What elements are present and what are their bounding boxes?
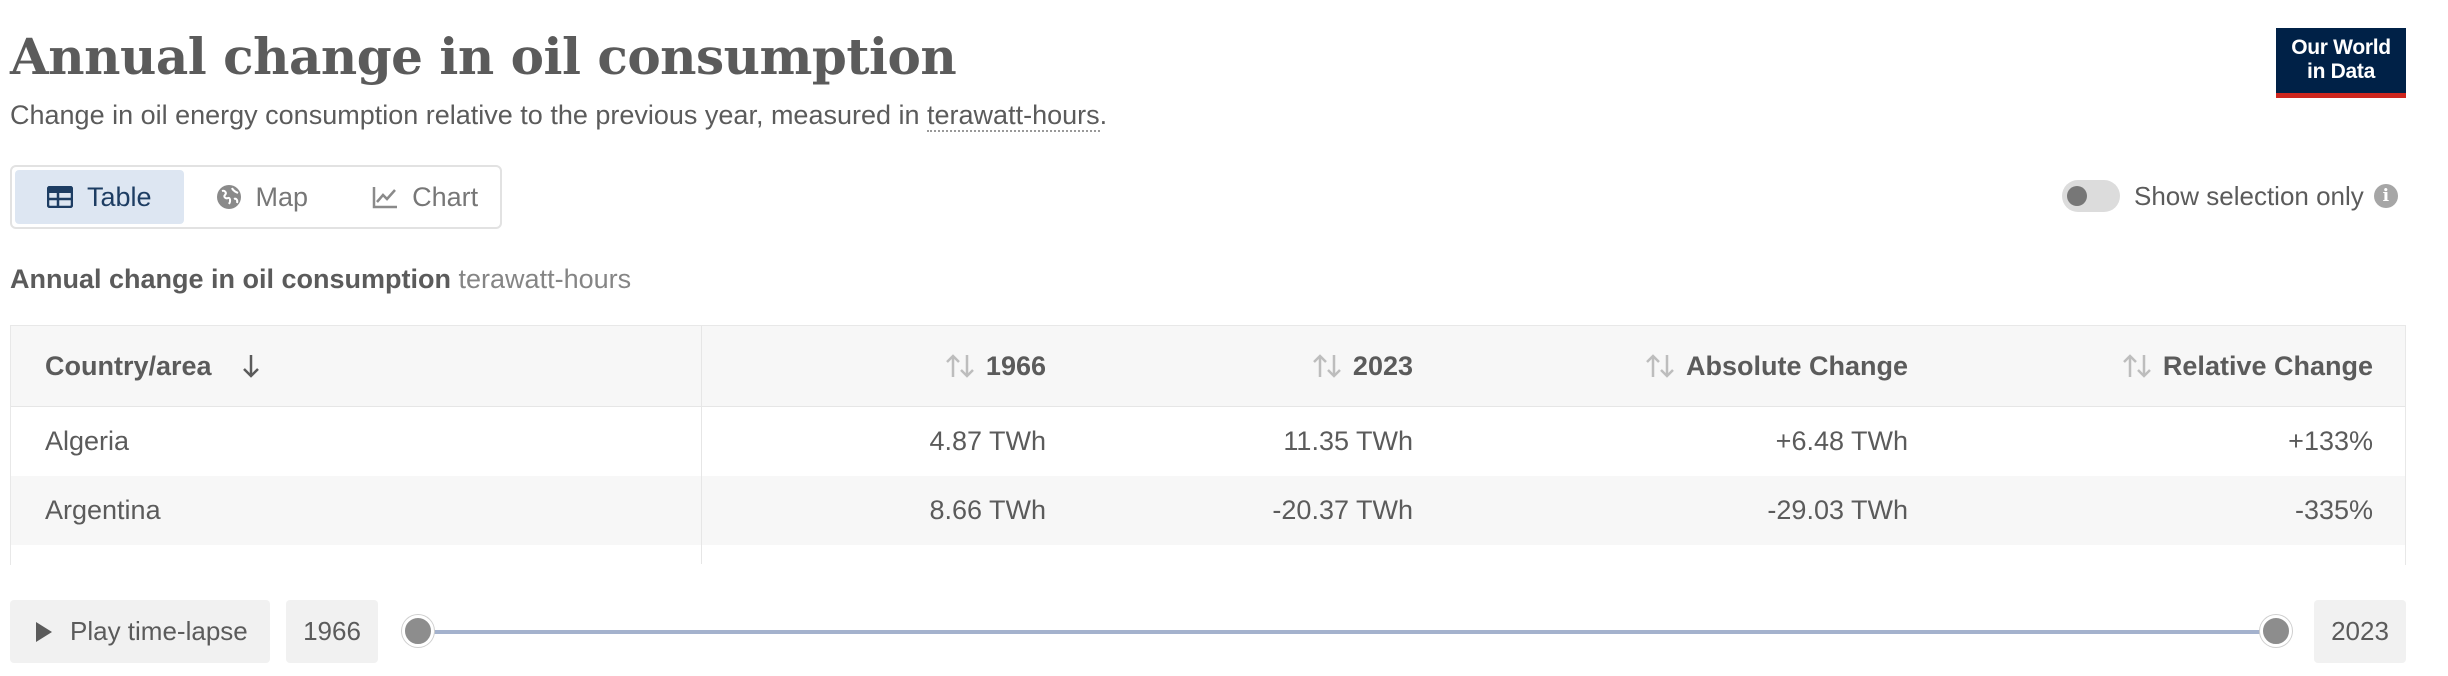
column-divider bbox=[701, 326, 702, 564]
selection-toggle-group: Show selection only i bbox=[2062, 180, 2398, 212]
page-subtitle: Change in oil energy consumption relativ… bbox=[10, 96, 2220, 134]
sort-icon bbox=[944, 352, 976, 380]
owid-logo[interactable]: Our World in Data bbox=[2276, 28, 2406, 98]
sort-icon bbox=[2121, 352, 2153, 380]
page-title: Annual change in oil consumption bbox=[10, 27, 957, 86]
cell-1966: 4.87 TWh bbox=[929, 426, 1046, 456]
column-header-absolute-change[interactable]: Absolute Change bbox=[1644, 326, 1908, 406]
globe-icon bbox=[216, 184, 242, 210]
subtitle-suffix: . bbox=[1099, 100, 1108, 130]
table-row[interactable]: Argentina 8.66 TWh -20.37 TWh -29.03 TWh… bbox=[11, 476, 2405, 545]
end-year-label[interactable]: 2023 bbox=[2314, 600, 2406, 663]
cell-relative-change: -335% bbox=[2294, 495, 2373, 525]
toggle-knob bbox=[2067, 186, 2087, 206]
timeline-controls: Play time-lapse 1966 2023 bbox=[10, 600, 2406, 663]
toggle-label[interactable]: Show selection only bbox=[2134, 180, 2364, 211]
table-caption-unit: terawatt-hours bbox=[458, 264, 632, 294]
chart-header: Annual change in oil consumption Change … bbox=[10, 24, 2220, 134]
line-chart-icon bbox=[372, 185, 398, 209]
tab-table-label: Table bbox=[87, 181, 152, 212]
tab-map-label: Map bbox=[255, 181, 309, 212]
view-tabs: Table Map Chart bbox=[10, 165, 502, 229]
start-year-label[interactable]: 1966 bbox=[286, 600, 378, 663]
tab-table[interactable]: Table bbox=[15, 170, 184, 224]
cell-country: Argentina bbox=[45, 495, 161, 525]
sort-icon bbox=[1644, 352, 1676, 380]
play-icon bbox=[36, 621, 52, 642]
cell-absolute-change: -29.03 TWh bbox=[1767, 495, 1908, 525]
logo-accent-bar bbox=[2276, 93, 2406, 98]
tab-chart-label: Chart bbox=[412, 181, 479, 212]
cell-country: Algeria bbox=[45, 426, 130, 456]
sort-descending-icon bbox=[242, 353, 260, 379]
cell-2023: 11.35 TWh bbox=[1283, 426, 1413, 456]
cell-relative-change: +133% bbox=[2288, 426, 2373, 456]
show-selection-toggle[interactable] bbox=[2062, 180, 2120, 212]
table-row-partial bbox=[11, 545, 2405, 565]
start-year-handle[interactable] bbox=[402, 615, 434, 647]
cell-1966: 8.66 TWh bbox=[929, 495, 1046, 525]
table-header-row: Country/area 1966 2023 Absolute Change bbox=[11, 326, 2405, 407]
unit-definition-link[interactable]: terawatt-hours bbox=[927, 100, 1100, 132]
table-row[interactable]: Algeria 4.87 TWh 11.35 TWh +6.48 TWh +13… bbox=[11, 407, 2405, 476]
sort-icon bbox=[1311, 352, 1343, 380]
info-icon[interactable]: i bbox=[2373, 184, 2398, 208]
data-table: Country/area 1966 2023 Absolute Change bbox=[10, 325, 2406, 565]
table-icon bbox=[47, 186, 73, 208]
subtitle-text: Change in oil energy consumption relativ… bbox=[10, 100, 928, 130]
end-year-handle[interactable] bbox=[2260, 615, 2292, 647]
cell-absolute-change: +6.48 TWh bbox=[1775, 426, 1908, 456]
column-header-1966[interactable]: 1966 bbox=[944, 326, 1046, 406]
table-caption: Annual change in oil consumption terawat… bbox=[10, 264, 631, 295]
logo-line-2: in Data bbox=[2307, 60, 2375, 83]
table-caption-title: Annual change in oil consumption bbox=[10, 264, 452, 294]
column-header-relative-change[interactable]: Relative Change bbox=[2121, 326, 2373, 406]
tab-chart[interactable]: Chart bbox=[340, 170, 510, 224]
column-header-country[interactable]: Country/area bbox=[45, 326, 260, 406]
timeline-slider-track[interactable] bbox=[418, 630, 2276, 634]
column-header-2023[interactable]: 2023 bbox=[1311, 326, 1413, 406]
logo-line-1: Our World bbox=[2291, 36, 2391, 59]
play-timelapse-button[interactable]: Play time-lapse bbox=[10, 600, 270, 663]
tab-map[interactable]: Map bbox=[184, 170, 341, 224]
cell-2023: -20.37 TWh bbox=[1272, 495, 1413, 525]
play-timelapse-label: Play time-lapse bbox=[70, 616, 248, 646]
